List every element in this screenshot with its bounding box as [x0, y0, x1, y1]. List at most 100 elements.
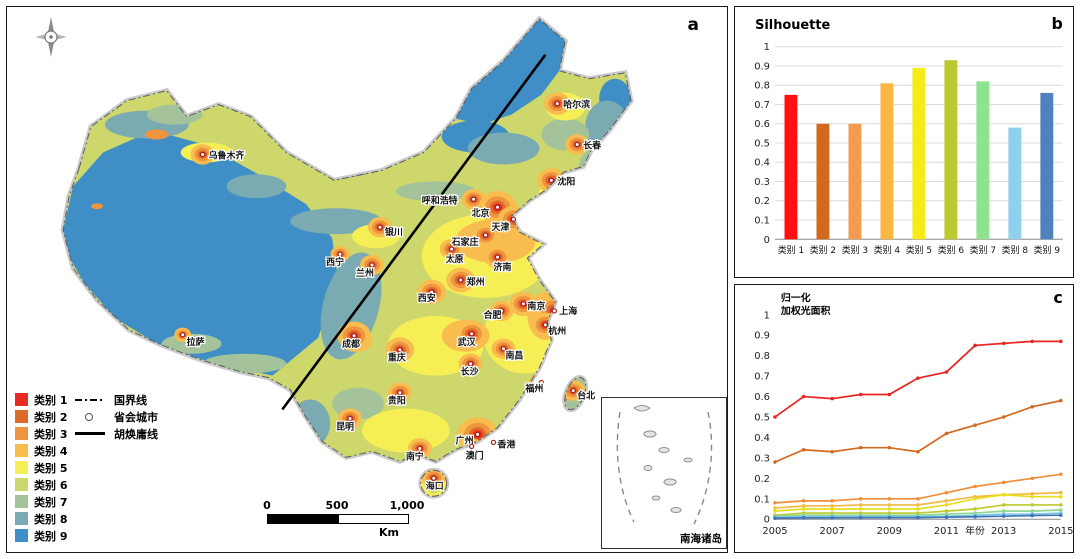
city-label: 沈阳 — [557, 175, 575, 187]
legend-item: 类别 5 — [15, 459, 67, 476]
city-label: 拉萨 — [187, 336, 205, 348]
bar — [912, 67, 926, 240]
city-label: 长春 — [583, 139, 601, 151]
y-tick-label: 0.7 — [754, 372, 770, 383]
series-marker — [944, 503, 949, 507]
series-marker — [887, 445, 892, 450]
series-marker — [858, 392, 863, 397]
city-label: 武汉 — [458, 336, 477, 348]
hainan-outline — [420, 469, 448, 497]
city-marker — [542, 322, 549, 328]
bar — [848, 123, 862, 240]
city-marker — [470, 196, 477, 202]
y-tick-label: 0.7 — [754, 100, 770, 111]
x-tick-label: 2011 — [934, 526, 959, 537]
city-label: 郑州 — [467, 276, 485, 288]
series-marker — [1059, 339, 1063, 344]
legend-label: 类别 3 — [34, 427, 68, 441]
city-marker — [538, 379, 545, 386]
city-marker — [397, 389, 403, 396]
city-label: 天津 — [492, 221, 510, 233]
city-marker — [377, 224, 383, 230]
legend-label: 类别 1 — [34, 393, 68, 407]
city-marker — [494, 204, 501, 210]
city-label: 西宁 — [326, 256, 344, 268]
y-tick-label: 0.1 — [754, 494, 770, 505]
map-legend: 类别 1 类别 2 类别 3 类别 4 类别 5 类别 6 类别 7 类别 8 类别 9 国界线… — [15, 391, 158, 544]
series-marker — [830, 516, 834, 520]
panel-letter-b: b — [1051, 14, 1062, 33]
panel-light-area-chart: 归一化 加权光面积 c 0 0.1 0.2 0.3 0.4 0.5 0.6 0.7 0.8 0.9 1 20… — [734, 284, 1074, 553]
series-marker — [973, 507, 977, 511]
silhouette-bar-chart: Silhouette b 0 0.1 0.2 0.3 0.4 0.5 0.6 0.7 0.8 0.9 1… — [754, 14, 1063, 256]
x-tick-label: 类别 3 — [842, 244, 868, 256]
series-marker — [916, 376, 920, 380]
legend-swatch — [15, 410, 28, 423]
city-label: 台北 — [577, 390, 595, 402]
y-tick-label: 0.3 — [754, 177, 770, 188]
y-tick-label: 0.2 — [754, 196, 770, 207]
bar — [880, 83, 894, 240]
bar — [1040, 92, 1054, 240]
series-marker — [1001, 415, 1006, 419]
city-marker — [468, 331, 475, 337]
x-axis-label: 年份 — [965, 524, 985, 537]
y-tick-label: 1 — [764, 42, 770, 53]
inset-label: 南海诸岛 — [680, 533, 722, 545]
series-marker — [887, 507, 892, 511]
compass-icon — [31, 15, 71, 61]
city-label: 昆明 — [336, 421, 354, 432]
y-tick-label: 0.4 — [754, 158, 770, 169]
y-tick-label: 0.5 — [754, 138, 770, 149]
series-marker — [887, 392, 892, 397]
bar-chart-title: Silhouette — [755, 18, 830, 33]
series-marker — [916, 449, 920, 454]
city-marker — [369, 262, 375, 268]
series-marker — [1030, 339, 1035, 344]
capital-city-icon — [85, 412, 93, 421]
y-tick-label: 0.8 — [754, 351, 770, 362]
x-tick-label: 类别 6 — [938, 244, 965, 256]
legend-item: 类别 6 — [15, 476, 67, 493]
panel-map: 乌鲁木齐 哈尔滨 长春 沈阳 呼和浩特 北京 天津 石家庄 太原 济南 银川 西宁 兰州 郑州 西安 合肥 南京… — [6, 6, 728, 553]
series-marker — [887, 503, 892, 507]
bar — [976, 81, 990, 240]
city-label: 呼和浩特 — [422, 194, 458, 206]
city-marker — [417, 445, 423, 452]
scale-bar-unit: Km — [379, 526, 399, 539]
series-marker — [858, 503, 863, 507]
series-marker — [830, 507, 834, 511]
series-marker — [1030, 494, 1035, 499]
series-marker — [973, 515, 977, 519]
legend-item: 类别 1 — [15, 391, 67, 408]
y-tick-label: 0.6 — [754, 392, 770, 403]
legend-category-rows: 类别 1 类别 2 类别 3 类别 4 类别 5 类别 6 类别 7 类别 8 类别 9 — [15, 391, 67, 544]
series-marker — [801, 507, 806, 511]
series-marker — [973, 484, 977, 489]
y-tick-label: 0.9 — [754, 331, 770, 342]
city-label: 海口 — [426, 480, 444, 492]
legend-hu: 胡焕庸线 — [75, 425, 158, 442]
y-tick-label: 0.8 — [754, 81, 770, 92]
city-label: 太原 — [446, 253, 464, 265]
city-marker — [457, 277, 464, 283]
series-marker — [1030, 513, 1035, 518]
series-marker — [1059, 513, 1063, 517]
bar — [1008, 127, 1022, 240]
hu-huanyong-line — [281, 54, 547, 411]
city-marker — [570, 387, 576, 394]
line-chart-title: 加权光面积 — [780, 304, 831, 317]
panel-letter-a: a — [687, 15, 699, 35]
series-marker — [973, 423, 977, 427]
city-label: 澳门 — [466, 449, 484, 461]
city-marker — [498, 308, 505, 314]
panel-letter-c: c — [1053, 288, 1062, 307]
legend-label: 类别 4 — [34, 444, 68, 458]
series-marker — [801, 447, 806, 452]
city-marker — [551, 308, 558, 314]
city-label: 成都 — [342, 338, 360, 350]
city-marker — [199, 151, 206, 158]
series-marker — [1059, 490, 1063, 495]
